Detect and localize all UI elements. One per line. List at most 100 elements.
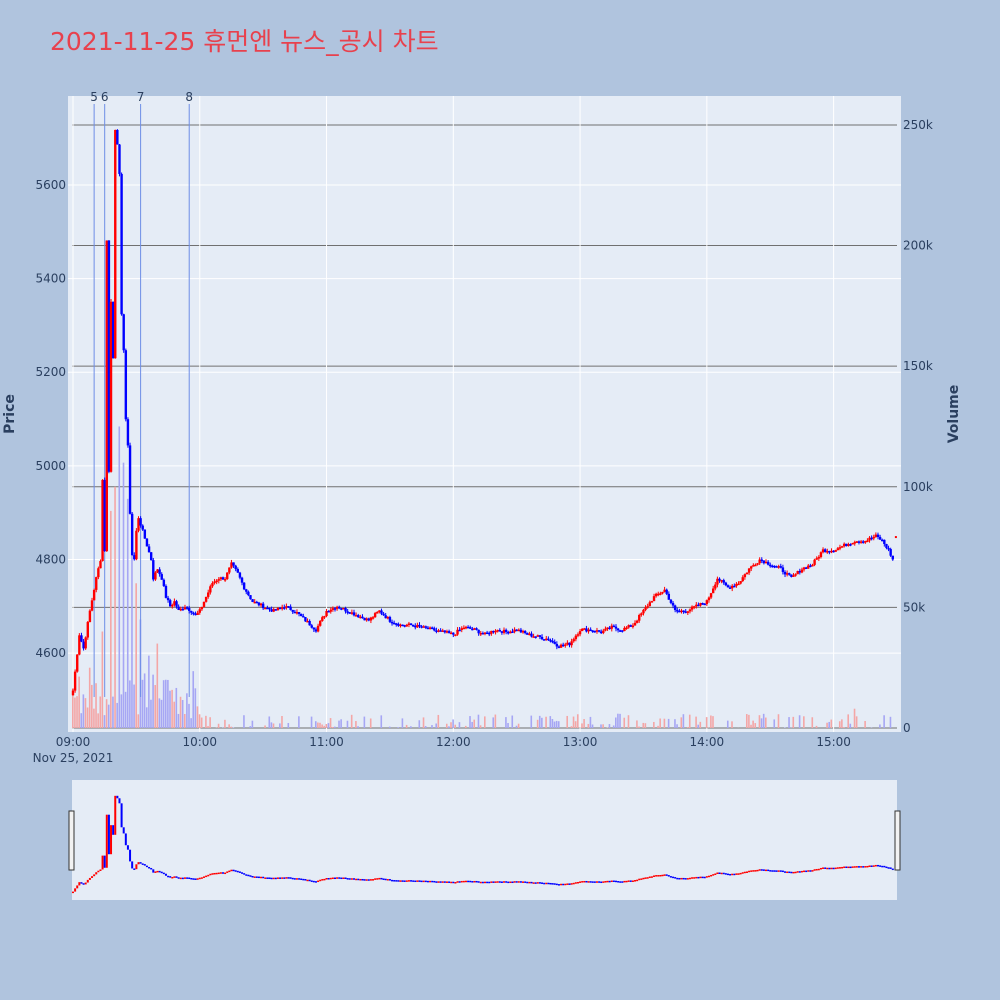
volume-bar	[754, 723, 757, 728]
slider-candle	[574, 882, 577, 884]
slider-candle	[889, 867, 892, 869]
candle-body	[458, 629, 461, 632]
volume-bar	[120, 694, 123, 728]
candle-body	[200, 606, 204, 610]
slider-candle	[314, 881, 317, 883]
range-slider-handle-left[interactable]	[68, 810, 75, 871]
candle-body	[606, 627, 609, 630]
slider-candle	[101, 855, 104, 870]
volume-bar	[298, 716, 300, 728]
candle-body	[242, 582, 246, 590]
candle-body	[591, 630, 594, 633]
slider-candle	[883, 865, 886, 868]
candle-body	[633, 622, 637, 626]
candle-body	[272, 609, 275, 612]
candle-body	[561, 644, 565, 647]
slider-candle	[293, 878, 296, 880]
candle-body	[162, 579, 166, 586]
volume-bar	[653, 721, 655, 728]
slider-candle	[137, 862, 140, 865]
candle-body	[276, 607, 280, 611]
candle-body	[456, 629, 459, 635]
slider-candle	[714, 873, 717, 875]
candle-body	[251, 599, 254, 602]
slider-candle	[773, 870, 776, 872]
volume-bar	[614, 717, 617, 728]
slider-candle	[291, 877, 294, 880]
candle-body	[619, 630, 622, 632]
volume-bar	[889, 716, 892, 728]
x-tick-label: 15:00	[816, 735, 851, 749]
slider-candle	[414, 880, 417, 883]
candle-body	[414, 625, 417, 628]
candle-body	[724, 582, 728, 586]
volume-bar	[838, 721, 841, 728]
candle-body	[107, 240, 111, 472]
candle-body	[864, 541, 867, 543]
candle-body	[238, 572, 242, 578]
slider-candle	[226, 871, 229, 873]
slider-candle	[872, 865, 875, 867]
candle-body	[557, 646, 561, 648]
slider-candle	[813, 869, 816, 871]
y-tick-label: 5000	[35, 459, 66, 473]
candle-body	[435, 630, 438, 632]
candle-body	[310, 625, 313, 628]
slider-candle	[467, 880, 470, 883]
slider-candle	[602, 881, 605, 883]
candle-body	[790, 574, 793, 577]
slider-candle	[500, 881, 503, 883]
candle-body	[369, 617, 373, 621]
volume-bar	[762, 713, 765, 728]
range-slider[interactable]	[72, 780, 897, 900]
candle-body	[249, 595, 252, 600]
slider-candle	[862, 866, 865, 868]
candle-body	[179, 608, 182, 611]
slider-candle	[720, 872, 723, 875]
candle-body	[422, 626, 425, 628]
candle-body	[532, 636, 535, 638]
news-marker-label: 8	[185, 90, 193, 104]
candle-body	[766, 561, 770, 565]
slider-candle	[534, 882, 537, 884]
volume-bar	[492, 717, 495, 728]
candle-body	[257, 602, 261, 606]
candle-body	[492, 630, 495, 633]
range-slider-handle-right[interactable]	[894, 810, 901, 871]
candle-body	[519, 629, 523, 633]
candle-body	[750, 566, 753, 569]
volume-bar	[401, 718, 404, 728]
slider-candle	[538, 882, 541, 884]
volume-bar	[454, 724, 457, 728]
slider-candle	[72, 891, 74, 894]
candle-body	[657, 593, 660, 596]
candle-body	[156, 569, 159, 573]
candle-body	[887, 547, 890, 550]
candle-body	[183, 607, 187, 610]
candle-body	[889, 549, 892, 556]
candle-body	[788, 573, 791, 575]
volume-bar	[667, 718, 670, 728]
volume-bar	[101, 631, 104, 728]
volume-bar	[350, 714, 353, 728]
slider-candle	[587, 881, 590, 883]
slider-candle	[741, 872, 744, 874]
candle-body	[196, 612, 199, 615]
volume-bar	[152, 674, 154, 728]
slider-candle	[665, 874, 668, 876]
volume-bar	[623, 717, 626, 728]
candle-body	[445, 631, 449, 633]
candle-body	[644, 607, 647, 610]
volume-bar	[507, 723, 509, 728]
slider-candle	[91, 876, 94, 878]
candle-body	[460, 628, 463, 630]
candle-body	[139, 518, 142, 526]
volume-bar	[619, 713, 621, 728]
slider-candle	[433, 880, 436, 883]
slider-candle	[114, 795, 117, 835]
candle-body	[352, 612, 356, 616]
slider-candle	[570, 883, 573, 885]
slider-candle	[855, 866, 858, 868]
slider-candle	[678, 877, 681, 880]
candle-body	[555, 643, 559, 647]
